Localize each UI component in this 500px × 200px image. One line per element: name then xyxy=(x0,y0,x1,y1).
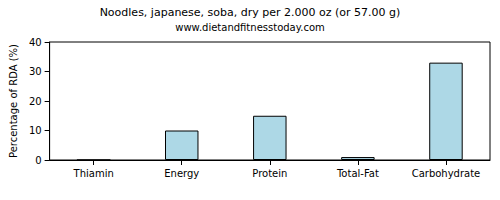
svg-text:Protein: Protein xyxy=(252,168,287,179)
svg-text:30: 30 xyxy=(29,66,42,77)
svg-text:10: 10 xyxy=(29,125,42,136)
svg-text:Thiamin: Thiamin xyxy=(73,168,114,179)
svg-text:Energy: Energy xyxy=(164,168,199,179)
svg-text:Carbohydrate: Carbohydrate xyxy=(412,168,481,179)
svg-text:www.dietandfitnesstoday.com: www.dietandfitnesstoday.com xyxy=(175,22,324,33)
svg-text:40: 40 xyxy=(29,37,42,48)
svg-text:0: 0 xyxy=(35,155,41,166)
svg-text:Noodles, japanese, soba, dry p: Noodles, japanese, soba, dry per 2.000 o… xyxy=(100,6,401,19)
svg-text:Total-Fat: Total-Fat xyxy=(336,168,379,179)
svg-text:20: 20 xyxy=(29,96,42,107)
svg-text:Percentage of RDA (%): Percentage of RDA (%) xyxy=(8,44,19,158)
